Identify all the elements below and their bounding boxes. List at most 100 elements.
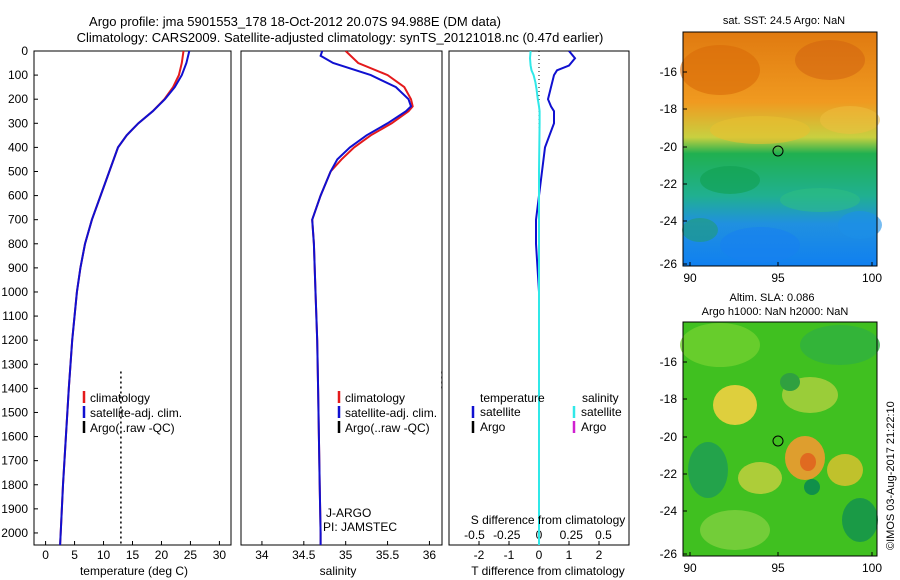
salinity-axes — [240, 50, 443, 546]
x-tick-label: 15 — [126, 548, 140, 562]
annotation-j-argo: J-ARGO — [326, 506, 371, 520]
x-tick-label: 0 — [536, 548, 543, 562]
x-tick-label: 35.5 — [376, 548, 400, 562]
sla-map-panel: Altim. SLA: 0.086 Argo h1000: NaN h2000:… — [660, 292, 883, 575]
sst-map-tick-labels: 90 95 100 -16 -18 -20 -22 -24 -26 — [660, 65, 883, 285]
sla-map-axes — [682, 321, 878, 557]
legend-label-s-satellite: satellite — [581, 405, 622, 419]
legend-label-argo: Argo(..raw -QC) — [345, 421, 430, 435]
salinity-tick-labels: 34 34.5 35 35.5 36 — [255, 541, 436, 562]
difference-series — [528, 51, 577, 545]
depth-tick-label: 900 — [8, 261, 28, 275]
map-y-tick-label: -22 — [660, 177, 678, 191]
temperature-tick-labels: 0 5 10 15 20 25 30 — [42, 541, 226, 562]
sst-map-title: sat. SST: 24.5 Argo: NaN — [723, 15, 845, 27]
sla-map-title-2: Argo h1000: NaN h2000: NaN — [702, 306, 849, 318]
sst-map-panel: sat. SST: 24.5 Argo: NaN 90 95 100 -16 -18 -2… — [660, 15, 883, 285]
temperature-legend: climatology satellite-adj. clim. Argo(..… — [82, 391, 182, 435]
map-y-tick-label: -26 — [660, 547, 678, 561]
legend-label-t-argo: Argo — [480, 420, 506, 434]
series-line-satellite-adj-clim — [59, 51, 191, 545]
map-y-tick-label: -18 — [660, 102, 678, 116]
x-tick-label: -2 — [474, 548, 485, 562]
difference-legend: temperature satellite Argo salinity sate… — [471, 391, 622, 434]
depth-tick-label: 400 — [8, 140, 28, 154]
argo-location-marker — [772, 435, 784, 447]
t-difference-xlabel: T difference from climatology — [471, 564, 625, 578]
s-difference-label: S difference from climatology — [471, 513, 626, 527]
x-tick-label: 30 — [213, 548, 227, 562]
map-x-tick-label: 95 — [771, 561, 785, 575]
depth-tick-label: 100 — [8, 68, 28, 82]
argo-location-marker — [772, 145, 784, 157]
x-tick-label: 1 — [566, 548, 573, 562]
legend-title-temperature: temperature — [480, 391, 545, 405]
s-tick-label: -0.25 — [493, 528, 521, 542]
sla-map-tick-labels: 90 95 100 -16 -18 -20 -22 -24 -26 — [660, 355, 883, 575]
legend-label-climatology: climatology — [90, 391, 150, 405]
map-x-tick-label: 100 — [862, 561, 882, 575]
series-line-t-satellite — [535, 51, 577, 545]
map-y-tick-label: -26 — [660, 257, 678, 271]
salinity-xlabel: salinity — [320, 564, 357, 578]
x-tick-label: 10 — [97, 548, 111, 562]
map-x-tick-label: 90 — [683, 271, 697, 285]
depth-tick-label: 1100 — [2, 309, 28, 323]
series-line-s-satellite — [528, 51, 541, 545]
depth-tick-label: 600 — [8, 189, 28, 203]
x-tick-label: 35 — [339, 548, 353, 562]
sst-map-image — [680, 32, 882, 266]
x-tick-label: 25 — [184, 548, 198, 562]
annotation-pi: PI: JAMSTEC — [323, 520, 397, 534]
map-y-tick-label: -16 — [660, 355, 678, 369]
salinity-panel: 34 34.5 35 35.5 36 climatology satellite-adj… — [240, 50, 443, 578]
legend-label-argo: Argo(..raw -QC) — [90, 421, 175, 435]
series-line-climatology — [59, 51, 185, 545]
depth-tick-label: 0 — [21, 44, 28, 58]
depth-tick-labels: 0 100 200 300 400 500 600 700 800 900 1000 1100 1200… — [1, 44, 38, 540]
depth-tick-label: 300 — [8, 116, 28, 130]
x-tick-label: 34.5 — [292, 548, 316, 562]
temperature-series — [59, 51, 191, 545]
map-x-tick-label: 90 — [683, 561, 697, 575]
map-y-tick-label: -24 — [660, 214, 678, 228]
map-y-tick-label: -20 — [660, 140, 678, 154]
depth-tick-label: 700 — [8, 213, 28, 227]
title-line-1: Argo profile: jma 5901553_178 18-Oct-201… — [89, 14, 501, 29]
depth-tick-label: 1500 — [1, 405, 28, 419]
depth-tick-label: 1900 — [1, 502, 28, 516]
x-tick-label: 0 — [42, 548, 49, 562]
x-tick-label: 36 — [423, 548, 437, 562]
map-x-tick-label: 95 — [771, 271, 785, 285]
x-tick-label: -1 — [504, 548, 515, 562]
depth-tick-label: 1600 — [1, 430, 28, 444]
depth-tick-label: 1300 — [1, 357, 28, 371]
depth-tick-label: 1400 — [1, 381, 28, 395]
s-tick-label: -0.5 — [464, 528, 485, 542]
temperature-panel: 0100200300400500600700800900100011001200… — [1, 44, 232, 578]
x-tick-label: 2 — [596, 548, 603, 562]
sst-map-axes — [682, 31, 878, 267]
x-tick-label: 34 — [255, 548, 269, 562]
legend-label-s-argo: Argo — [581, 420, 607, 434]
series-line-satellite-adj-clim — [311, 51, 413, 545]
depth-tick-label: 500 — [8, 164, 28, 178]
title-line-2: Climatology: CARS2009. Satellite-adjuste… — [77, 30, 604, 45]
map-y-tick-label: -24 — [660, 504, 678, 518]
series-line-climatology — [311, 51, 414, 545]
legend-label-satellite: satellite-adj. clim. — [90, 406, 182, 420]
map-y-tick-label: -22 — [660, 467, 678, 481]
salinity-legend: climatology satellite-adj. clim. Argo(..… — [337, 391, 437, 435]
legend-title-salinity: salinity — [582, 391, 619, 405]
legend-label-climatology: climatology — [345, 391, 405, 405]
legend-label-satellite: satellite-adj. clim. — [345, 406, 437, 420]
temperature-xlabel: temperature (deg C) — [80, 564, 188, 578]
s-tick-label: 0.5 — [595, 528, 612, 542]
depth-tick-label: 1200 — [1, 333, 28, 347]
depth-tick-label: 800 — [8, 237, 28, 251]
map-y-tick-label: -18 — [660, 392, 678, 406]
depth-tick-label: 1800 — [1, 478, 28, 492]
map-y-tick-label: -20 — [660, 430, 678, 444]
map-y-tick-label: -16 — [660, 65, 678, 79]
